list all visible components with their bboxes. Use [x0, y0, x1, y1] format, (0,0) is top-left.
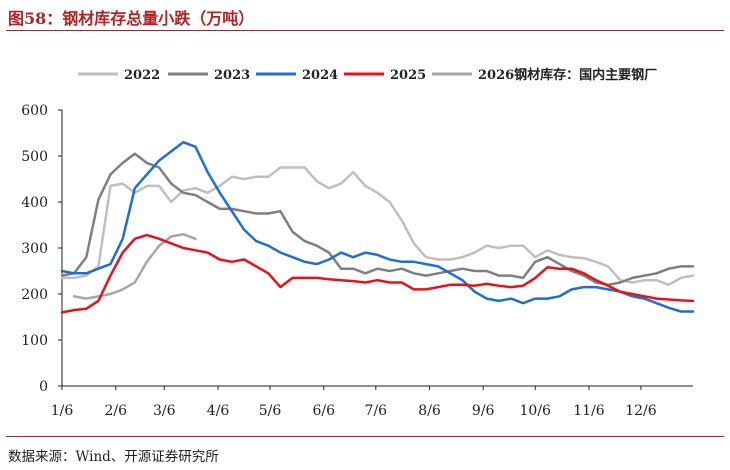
series-line-2024: [60, 140, 695, 313]
y-tick-label: 0: [39, 379, 48, 395]
series-line-2022: [60, 166, 695, 287]
y-tick-label: 100: [21, 333, 48, 349]
axes: 0 100 200 300 400 500 600 1/6 2/6 3/6 4/6 5/6 6/6 7/6…: [21, 103, 693, 419]
x-tick-label: 8/6: [418, 403, 441, 419]
x-tick-label: 9/6: [472, 403, 495, 419]
source-note: 数据来源：Wind、开源证券研究所: [8, 449, 219, 465]
y-tick-label: 300: [21, 241, 48, 257]
x-tick-label: 12/6: [625, 403, 657, 419]
y-tick-label: 600: [21, 103, 48, 119]
title-rule: [6, 30, 724, 31]
x-tick-label: 4/6: [207, 403, 230, 419]
y-tick-label: 200: [21, 287, 48, 303]
y-tick-label: 400: [21, 195, 48, 211]
figure-title: 图58：钢材库存总量小跌（万吨）: [8, 9, 255, 28]
legend-label-2022: 2022: [124, 68, 160, 83]
legend-label-2026: 2026钢材库存：国内主要钢厂: [478, 67, 657, 83]
x-tick-label: 10/6: [520, 403, 552, 419]
x-tick-label: 2/6: [104, 403, 127, 419]
x-tick-label: 3/6: [153, 403, 176, 419]
legend: 2022 2023 2024 2025 2026钢材库存：国内主要钢厂: [78, 67, 657, 83]
x-tick-label: 11/6: [573, 403, 605, 419]
series-line-2023: [60, 152, 695, 287]
y-tick-label: 500: [21, 149, 48, 165]
x-tick-label: 1/6: [51, 403, 74, 419]
x-tick-label: 5/6: [259, 403, 282, 419]
source-rule: [6, 436, 724, 437]
legend-label-2023: 2023: [214, 68, 250, 83]
plot-area: [60, 140, 695, 314]
legend-label-2025: 2025: [390, 68, 426, 83]
legend-label-2024: 2024: [302, 68, 338, 83]
x-tick-label: 6/6: [312, 403, 335, 419]
series-line-2025: [60, 233, 695, 314]
series-line-2026: [72, 232, 197, 300]
x-tick-label: 7/6: [365, 403, 388, 419]
